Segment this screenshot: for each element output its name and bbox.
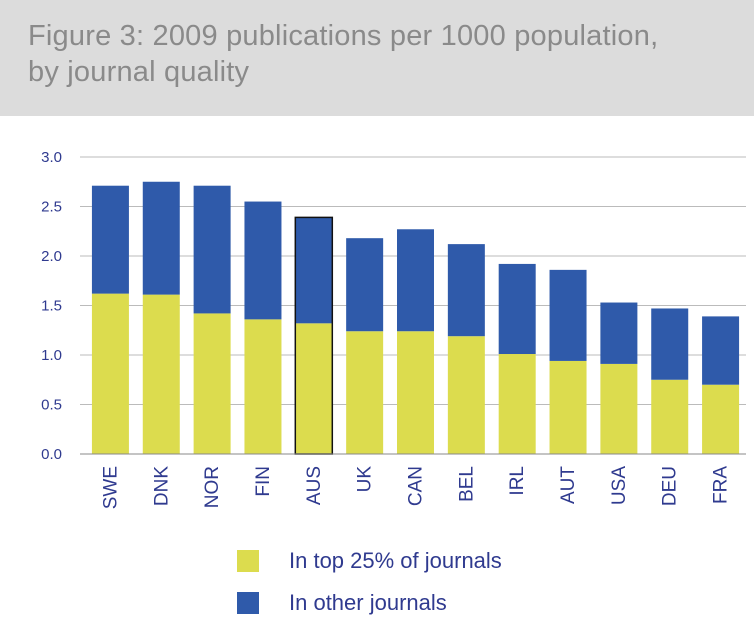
bar-other-aus (295, 217, 333, 324)
bar-other-can (397, 229, 434, 332)
y-tick-label: 1.5 (41, 298, 62, 315)
x-tick-label: USA (609, 466, 630, 505)
y-tick-label: 0.5 (41, 397, 62, 414)
y-tick-label: 0.0 (41, 446, 62, 463)
bar-top25-deu (651, 379, 689, 454)
bar-top25-uk (346, 331, 384, 454)
x-tick-label: FRA (711, 466, 732, 504)
bar-other-nor (193, 185, 231, 314)
x-tick-label: AUT (558, 466, 579, 504)
legend-label-top25: In top 25% of journals (289, 548, 502, 573)
y-tick-label: 2.0 (41, 248, 62, 265)
x-tick-label: UK (355, 466, 376, 493)
bar-top25-can (397, 331, 434, 454)
x-tick-label: BEL (456, 466, 477, 502)
bar-top25-aus (295, 323, 333, 454)
bar-top25-nor (193, 313, 231, 454)
legend: In top 25% of journals In other journals (237, 540, 502, 624)
bar-other-swe (91, 185, 129, 294)
bar-other-usa (600, 302, 638, 364)
x-tick-label: IRL (507, 466, 528, 496)
x-tick-label: AUS (304, 466, 325, 505)
legend-item-top25: In top 25% of journals (237, 540, 502, 582)
chart-title-line-2: by journal quality (28, 56, 250, 88)
bar-other-dnk (142, 181, 180, 295)
bar-other-fin (244, 201, 282, 320)
legend-label-other: In other journals (289, 590, 447, 615)
legend-swatch-top25 (237, 550, 259, 572)
bar-top25-swe (91, 293, 129, 454)
legend-swatch-other (237, 592, 259, 614)
legend-item-other: In other journals (237, 582, 502, 624)
stacked-bar-chart: 0.0 0.5 1.0 1.5 2.0 2.5 3.0 SWE DNK NOR FIN AUS UK CA… (41, 149, 746, 509)
bar-top25-irl (498, 354, 536, 454)
bar-other-fra (702, 316, 740, 385)
x-tick-label: DEU (660, 466, 681, 506)
x-tick-label: CAN (406, 466, 427, 506)
title-banner: Figure 3: 2009 publications per 1000 pop… (0, 0, 754, 116)
chart-title-line-1: Figure 3: 2009 publications per 1000 pop… (28, 20, 659, 52)
bar-top25-dnk (142, 294, 180, 454)
y-tick-label: 3.0 (41, 149, 62, 166)
bar-other-deu (651, 308, 689, 380)
x-tick-label: NOR (202, 466, 223, 508)
x-tick-label: SWE (100, 466, 121, 509)
x-tick-label: FIN (253, 466, 274, 497)
bar-top25-usa (600, 363, 638, 454)
bar-top25-bel (447, 336, 485, 454)
bar-other-aut (549, 269, 587, 361)
y-tick-label: 1.0 (41, 347, 62, 364)
chart-title: Figure 3: 2009 publications per 1000 pop… (28, 18, 658, 90)
bar-other-bel (447, 244, 485, 337)
bar-other-irl (498, 263, 536, 355)
bar-top25-fra (702, 384, 740, 454)
bar-other-uk (346, 238, 384, 332)
x-tick-label: DNK (151, 466, 172, 506)
bar-top25-aut (549, 360, 587, 454)
y-tick-label: 2.5 (41, 199, 62, 216)
bar-top25-fin (244, 319, 282, 454)
